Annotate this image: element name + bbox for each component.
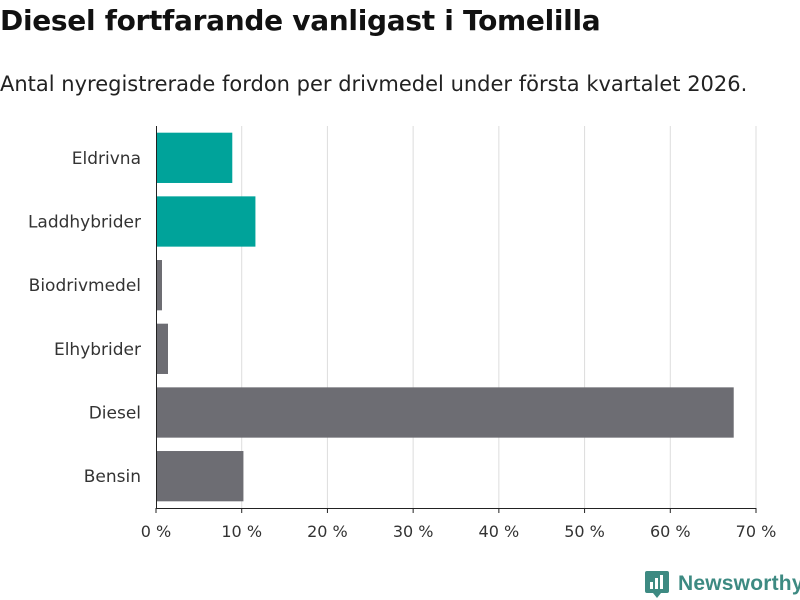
bar bbox=[156, 196, 256, 247]
x-tick-label: 0 % bbox=[141, 522, 171, 541]
x-tick-label: 40 % bbox=[479, 522, 520, 541]
x-tick-label: 10 % bbox=[221, 522, 262, 541]
x-tick-label: 20 % bbox=[307, 522, 348, 541]
newsworthy-logo-icon bbox=[645, 571, 669, 598]
bar bbox=[156, 451, 244, 502]
category-label: Biodrivmedel bbox=[29, 276, 141, 296]
bar bbox=[156, 260, 162, 311]
category-label: Diesel bbox=[89, 404, 141, 424]
x-tick-label: 50 % bbox=[564, 522, 605, 541]
bar-chart: Eldrivna Laddhybrider Biodrivmedel Elhybrid… bbox=[28, 126, 777, 541]
brand-name: Newsworthy bbox=[678, 572, 800, 595]
x-tick-label: 70 % bbox=[736, 522, 777, 541]
x-tick-label: 30 % bbox=[393, 522, 434, 541]
x-tick-label: 60 % bbox=[650, 522, 691, 541]
bar bbox=[156, 132, 233, 183]
category-label: Elhybrider bbox=[54, 340, 141, 360]
chart-subtitle: Antal nyregistrerade fordon per drivmede… bbox=[0, 72, 748, 96]
chart-title: Diesel fortfarande vanligast i Tomelilla bbox=[0, 4, 601, 37]
category-label: Bensin bbox=[84, 467, 141, 487]
brand-logo: Newsworthy bbox=[644, 568, 800, 600]
bar bbox=[156, 387, 734, 438]
category-label: Laddhybrider bbox=[28, 213, 141, 233]
bar bbox=[156, 323, 168, 374]
category-label: Eldrivna bbox=[72, 149, 141, 169]
